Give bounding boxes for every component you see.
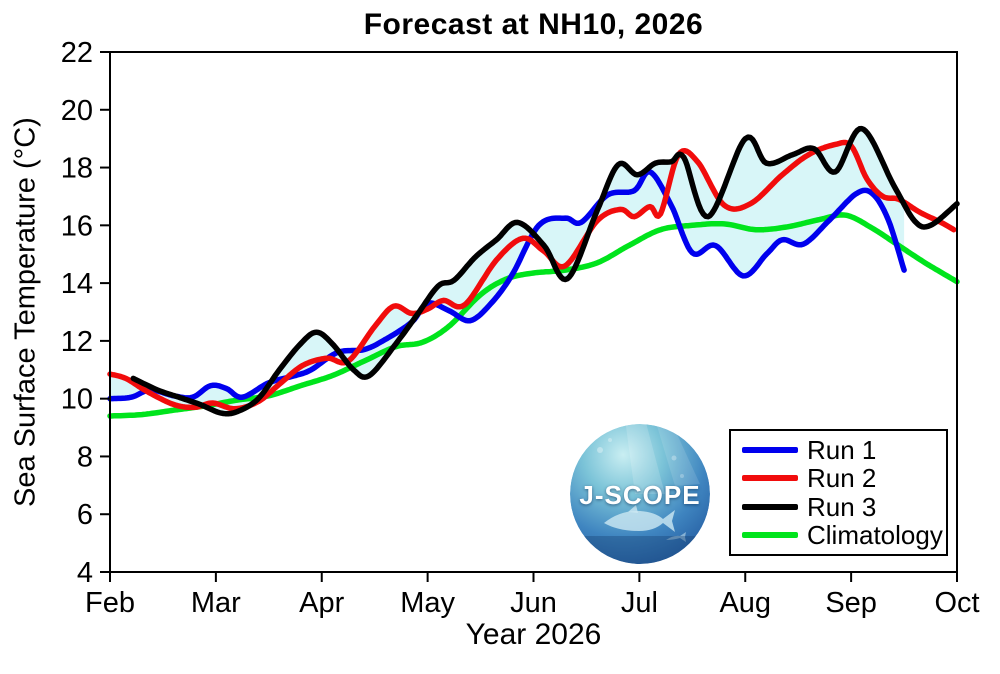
- seafloor-shade: [570, 536, 710, 564]
- x-tick-label: May: [400, 587, 455, 619]
- legend-item-run-1: Run 1: [742, 437, 942, 463]
- series-line-run-3: [130, 125, 960, 417]
- x-tick-label: Apr: [299, 587, 344, 619]
- legend-line-swatch: [742, 531, 798, 538]
- y-tick-label: 16: [61, 210, 93, 242]
- y-tick-label: 8: [77, 441, 93, 473]
- legend-item-run-2: Run 2: [742, 465, 942, 491]
- chart-title: Forecast at NH10, 2026: [363, 8, 704, 41]
- light-ray: [625, 424, 665, 494]
- logo-underwater-scene: [570, 424, 710, 564]
- series-line-run-1: [107, 169, 907, 402]
- y-tick-label: 10: [61, 384, 93, 416]
- light-ray: [655, 424, 700, 486]
- y-tick-label: 18: [61, 153, 93, 185]
- ensemble-spread-band: [110, 128, 905, 414]
- logo-circle: [570, 424, 710, 564]
- legend-line-swatch: [742, 475, 798, 482]
- legend-label: Run 1: [807, 435, 877, 466]
- y-tick-label: 20: [61, 95, 93, 127]
- x-tick-label: Oct: [934, 587, 979, 619]
- x-tick-label: Aug: [719, 587, 771, 619]
- legend-label: Climatology: [807, 519, 943, 550]
- bubble: [608, 438, 612, 442]
- bubble: [671, 455, 677, 461]
- legend-label: Run 3: [807, 491, 877, 522]
- x-tick-label: Sep: [825, 587, 877, 619]
- x-axis-label: Year 2026: [465, 618, 602, 651]
- y-tick-label: 22: [61, 37, 93, 69]
- legend: Run 1 Run 2 Run 3 Climatology: [729, 429, 948, 556]
- legend-item-run-3: Run 3: [742, 494, 942, 520]
- y-tick-label: 6: [77, 499, 93, 531]
- x-tick-label: Mar: [191, 587, 241, 619]
- x-tick-label: Feb: [85, 587, 135, 619]
- y-tick-label: 4: [77, 557, 93, 589]
- jscope-logo: J-SCOPE: [570, 424, 710, 564]
- bubble: [680, 474, 684, 478]
- legend-label: Run 2: [807, 463, 877, 494]
- legend-line-swatch: [742, 447, 798, 454]
- series-line-climatology: [107, 212, 960, 419]
- legend-item-climatology: Climatology: [742, 519, 943, 550]
- y-tick-label: 12: [61, 326, 93, 358]
- fish-silhouette: [604, 505, 686, 542]
- y-axis-label: Sea Surface Temperature (°C): [9, 117, 42, 507]
- x-tick-label: Jun: [510, 587, 557, 619]
- y-tick-label: 14: [61, 268, 93, 300]
- bubble: [597, 447, 603, 453]
- x-tick-label: Jul: [621, 587, 658, 619]
- logo-text: J-SCOPE: [579, 480, 701, 510]
- legend-line-swatch: [742, 503, 798, 510]
